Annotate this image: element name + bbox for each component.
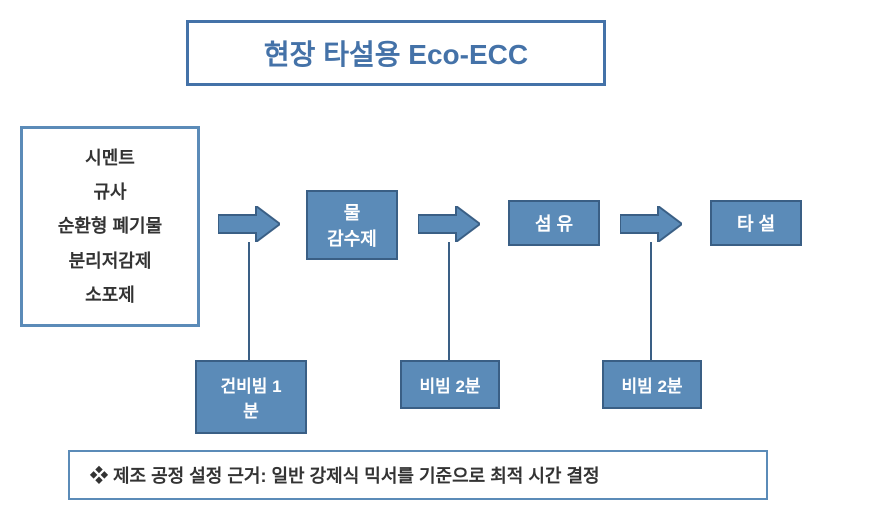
connector-line <box>248 242 250 360</box>
ingredient-item: 시멘트 <box>41 141 179 175</box>
duration-box-2: 비빔 2분 <box>400 360 500 409</box>
process-step-2: 섬 유 <box>508 200 600 246</box>
duration3-text: 비빔 2분 <box>621 377 682 396</box>
arrow-icon <box>418 206 480 242</box>
footer-box: ❖ 제조 공정 설정 근거: 일반 강제식 믹서를 기준으로 최적 시간 결정 <box>68 450 768 500</box>
duration2-text: 비빔 2분 <box>419 377 480 396</box>
arrow-icon <box>218 206 280 242</box>
process-step-1: 물 감수제 <box>306 190 398 260</box>
step2-text: 섬 유 <box>535 210 573 236</box>
ingredient-item: 분리저감제 <box>41 244 179 278</box>
ingredient-item: 규사 <box>41 175 179 209</box>
arrow-icon <box>620 206 682 242</box>
duration-box-3: 비빔 2분 <box>602 360 702 409</box>
ingredient-item: 소포제 <box>41 278 179 312</box>
process-step-3: 타 설 <box>710 200 802 246</box>
title-text: 현장 타설용 Eco-ECC <box>264 39 528 70</box>
step1-line2: 감수제 <box>327 225 377 251</box>
connector-line <box>650 242 652 360</box>
duration-box-1: 건비빔 1분 <box>195 360 307 434</box>
ingredient-item: 순환형 폐기물 <box>41 209 179 243</box>
step1-line1: 물 <box>344 199 361 225</box>
connector-line <box>448 242 450 360</box>
title-box: 현장 타설용 Eco-ECC <box>186 20 606 86</box>
ingredients-box: 시멘트 규사 순환형 폐기물 분리저감제 소포제 <box>20 126 200 327</box>
duration1-text: 건비빔 1분 <box>220 377 281 421</box>
footer-text: ❖ 제조 공정 설정 근거: 일반 강제식 믹서를 기준으로 최적 시간 결정 <box>90 466 600 486</box>
step3-text: 타 설 <box>737 210 775 236</box>
